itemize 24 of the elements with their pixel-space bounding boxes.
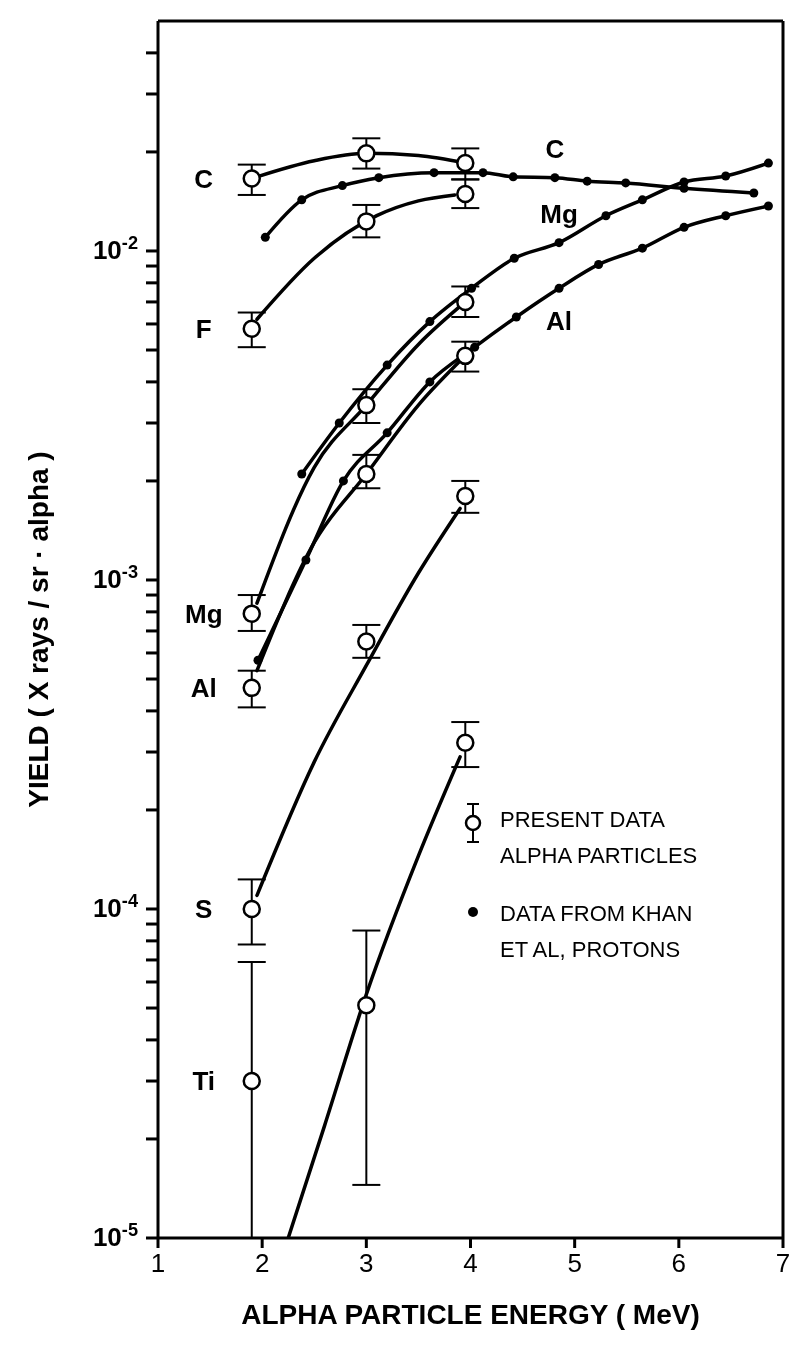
x-tick-label: 2 <box>254 1248 270 1278</box>
legend-label: PRESENT DATA ALPHA PARTICLES <box>500 806 699 870</box>
annotation: Al <box>546 306 573 337</box>
legend-label: DATA FROM KHAN ET AL, PROTONS <box>500 900 694 964</box>
annotation: S <box>195 893 213 924</box>
x-axis-title: ALPHA PARTICLE ENERGY ( MeV) <box>241 1299 700 1330</box>
annotation: Mg <box>540 198 578 229</box>
x-tick-label: 6 <box>671 1248 687 1278</box>
y-tick-label: 10$^{-2}$ <box>92 232 138 265</box>
annotation: C <box>194 163 214 194</box>
y-axis-title: YIELD ( X rays / sr · alpha ) <box>22 451 54 808</box>
x-tick-label: 4 <box>463 1248 478 1278</box>
y-tick-label: 10$^{-3}$ <box>92 561 138 594</box>
y-tick-label: 10$^{-4}$ <box>92 890 139 923</box>
x-tick-label: 3 <box>359 1248 374 1278</box>
annotation: C <box>545 133 565 164</box>
y-tick-label: 10$^{-5}$ <box>92 1220 138 1252</box>
x-tick-label: 7 <box>775 1248 791 1278</box>
annotation: Al <box>190 672 217 703</box>
annotation: F <box>195 313 212 344</box>
x-tick-label: 5 <box>567 1248 582 1278</box>
x-tick-label: 1 <box>150 1248 166 1278</box>
annotation: Mg <box>184 598 223 629</box>
annotation: Ti <box>192 1066 216 1097</box>
